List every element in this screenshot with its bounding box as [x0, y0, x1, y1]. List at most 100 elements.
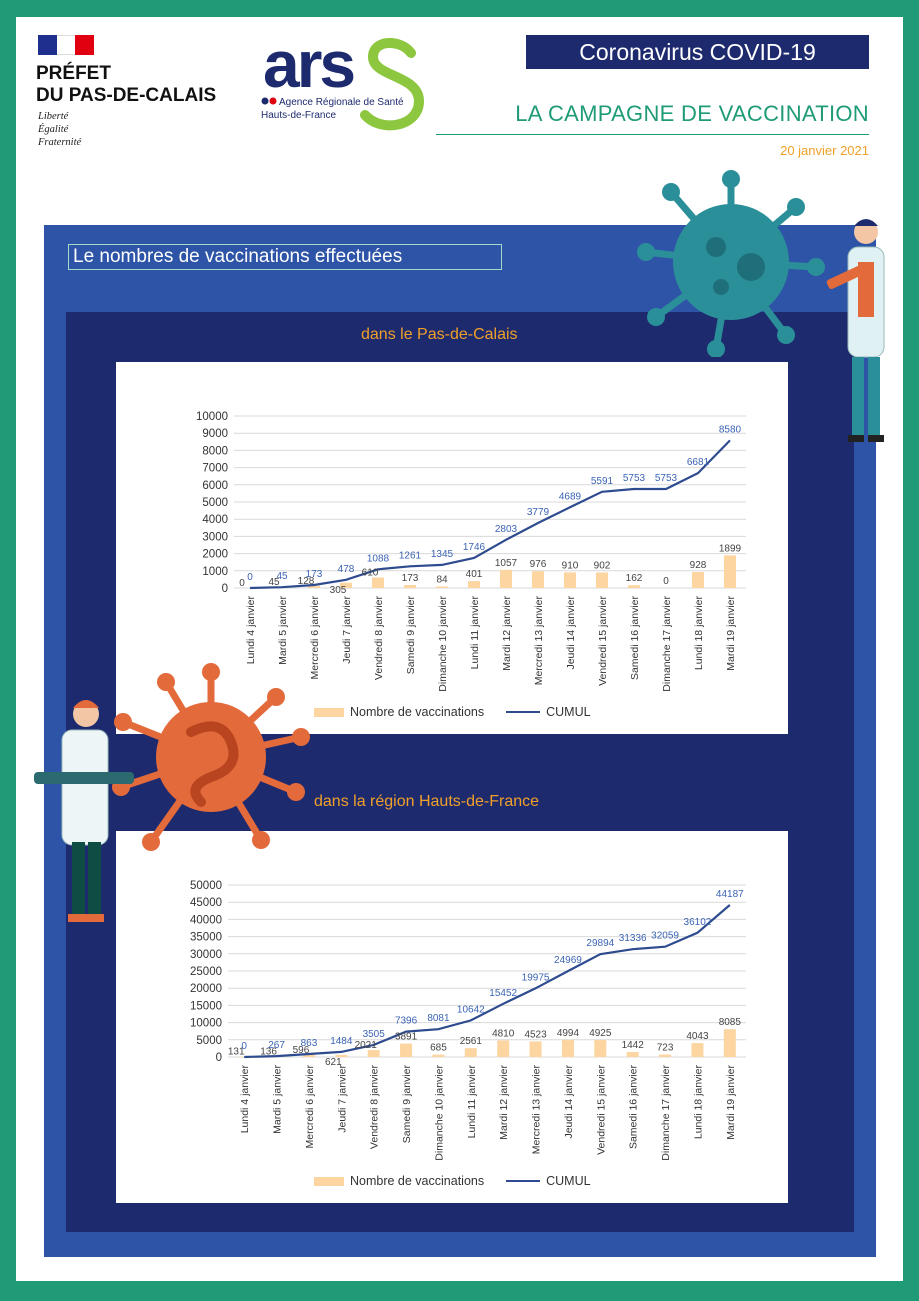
chart-pas-de-calais: 0 1000 2000 3000 4000 5000 6000 7000 8000 9000 100…: [116, 362, 788, 734]
bar-value-label: 1442: [622, 1040, 645, 1051]
y-tick-label: 1000: [202, 566, 228, 578]
ars-subtitle: Agence Régionale de Santé Hauts-de-Franc…: [261, 97, 404, 121]
cumul-value-label: 863: [301, 1038, 318, 1049]
marianne-flag-icon: [38, 35, 94, 55]
category-label: Vendredi 8 janvier: [369, 1065, 381, 1150]
bar-15: [723, 1029, 736, 1057]
doctor-left-icon: [34, 700, 134, 922]
legend-line-swatch: [506, 711, 541, 713]
cumul-value-label: 267: [268, 1040, 285, 1051]
bar-value-label: 173: [402, 573, 419, 584]
category-label: Lundi 11 janvier: [469, 595, 481, 669]
bar-value-label: 401: [466, 569, 483, 580]
category-label: Dimanche 17 janvier: [661, 596, 673, 692]
cumul-value-label: 29894: [586, 938, 614, 949]
category-label: Jeudi 7 janvier: [336, 1065, 348, 1133]
report-date: 20 janvier 2021: [780, 143, 869, 158]
category-label: Jeudi 7 janvier: [341, 596, 353, 664]
category-label: Samedi 16 janvier: [628, 1064, 640, 1149]
page: PRÉFET DU PAS-DE-CALAIS Liberté Égalité …: [16, 17, 903, 1281]
bar-value-label: 0: [663, 576, 669, 587]
bar-value-label: 902: [594, 560, 611, 571]
cumul-value-label: 2803: [495, 524, 518, 535]
legend-bar-swatch: [314, 1176, 344, 1186]
category-label: Mercredi 13 janvier: [531, 1065, 543, 1155]
y-tick-label: 3000: [202, 531, 228, 543]
y-tick-label: 15000: [190, 1000, 222, 1012]
bar-value-label: 596: [293, 1045, 310, 1056]
category-label: Lundi 11 janvier: [466, 1064, 478, 1138]
bar-10: [561, 1039, 574, 1057]
y-tick-label: 50000: [190, 880, 222, 892]
cumul-value-label: 3505: [363, 1029, 386, 1040]
bar-value-label: 136: [260, 1047, 277, 1058]
category-label: Dimanche 10 janvier: [433, 1065, 445, 1161]
y-tick-label: 9000: [202, 428, 228, 440]
legend-line-label: CUMUL: [546, 1174, 591, 1188]
bar-value-label: 305: [330, 585, 347, 596]
cumul-value-label: 32059: [651, 931, 679, 942]
legend-bar-label: Nombre de vaccinations: [350, 705, 485, 719]
cumul-value-label: 1345: [431, 549, 454, 560]
bar-4: [367, 1050, 380, 1057]
chart1-subtitle: dans le Pas-de-Calais: [361, 326, 518, 343]
y-tick-label: 2000: [202, 549, 228, 561]
y-tick-label: 35000: [190, 932, 222, 944]
cumul-value-label: 8081: [427, 1013, 450, 1024]
category-label: Dimanche 17 janvier: [660, 1065, 672, 1161]
category-label: Mardi 5 janvier: [272, 1065, 284, 1134]
bar-2: [302, 1054, 315, 1057]
y-tick-label: 5000: [196, 1035, 222, 1047]
category-label: Jeudi 14 janvier: [565, 595, 577, 669]
category-label: Mercredi 13 janvier: [533, 596, 545, 686]
bar-value-label: 685: [430, 1043, 447, 1054]
orange-virus-icon: [112, 663, 310, 851]
cumul-value-label: 1088: [367, 553, 390, 564]
bar-3: [340, 582, 352, 588]
bar-value-label: 976: [530, 559, 547, 570]
cumul-value-label: 5591: [591, 476, 614, 487]
cumul-value-label: 6681: [687, 457, 710, 468]
category-label: Mercredi 6 janvier: [304, 1065, 316, 1149]
bar-5: [404, 585, 416, 588]
cumul-value-label: 0: [247, 572, 253, 583]
cumul-value-label: 173: [306, 569, 323, 580]
bar-11: [596, 572, 608, 588]
legend-bar-swatch: [314, 707, 344, 717]
bar-value-label: 928: [690, 560, 707, 571]
cumul-value-label: 1484: [330, 1036, 353, 1047]
bar-6: [432, 1054, 445, 1057]
chart1-legend: Nombre de vaccinations CUMUL: [314, 705, 591, 719]
category-label: Mardi 19 janvier: [725, 1065, 737, 1140]
cumul-value-label: 5753: [623, 473, 646, 484]
bar-value-label: 723: [657, 1043, 674, 1054]
prefet-title: PRÉFET DU PAS-DE-CALAIS: [36, 63, 217, 106]
cumul-value-label: 3779: [527, 507, 550, 518]
cumul-value-label: 7396: [395, 1016, 418, 1027]
cumul-value-label: 36102: [684, 917, 712, 928]
bar-9: [529, 1041, 542, 1057]
category-label: Samedi 9 janvier: [401, 1065, 413, 1144]
bar-value-label: 4925: [589, 1028, 612, 1039]
y-tick-label: 20000: [190, 983, 222, 995]
y-tick-label: 30000: [190, 949, 222, 961]
y-tick-label: 6000: [202, 480, 228, 492]
bar-5: [400, 1043, 413, 1057]
y-tick-label: 40000: [190, 914, 222, 926]
category-label: Mardi 12 janvier: [501, 596, 513, 671]
covid-banner: Coronavirus COVID-19: [526, 35, 869, 69]
bar-14: [691, 1043, 704, 1057]
cumul-value-label: 1746: [463, 542, 486, 553]
category-label: Lundi 4 janvier: [239, 1064, 251, 1133]
bar-value-label: 1899: [719, 543, 742, 554]
doctor-right-icon: [826, 219, 885, 442]
bar-3: [335, 1054, 348, 1057]
cumul-value-label: 5753: [655, 473, 678, 484]
bar-12: [626, 1052, 639, 1057]
category-label: Mardi 5 janvier: [277, 596, 289, 665]
cumul-value-label: 1261: [399, 550, 422, 561]
cumul-value-label: 44187: [716, 889, 744, 900]
cumul-value-label: 478: [338, 564, 355, 575]
bar-value-label: 2561: [460, 1036, 483, 1047]
cumul-value-label: 8580: [719, 424, 742, 435]
